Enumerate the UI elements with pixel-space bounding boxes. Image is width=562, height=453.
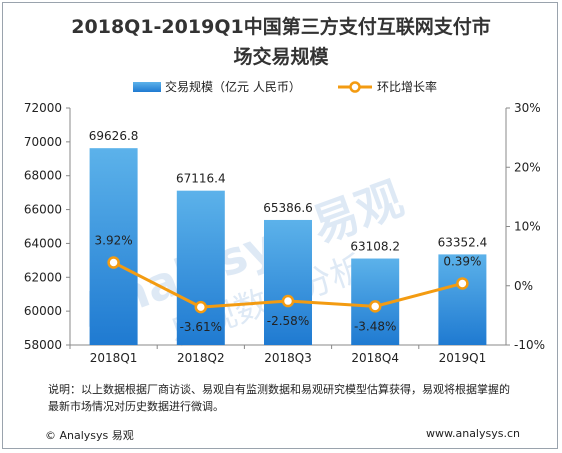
y-right-tick-label: 10% xyxy=(514,220,541,234)
bar-value-label: 65386.6 xyxy=(263,201,313,215)
category-labels: 2018Q1 2018Q2 2018Q3 2018Q4 2019Q1 xyxy=(69,345,487,365)
bar-value-label: 63108.2 xyxy=(350,240,400,254)
chart-title-line-1: 2018Q1-2019Q1中国第三方支付互联网支付市 xyxy=(71,16,491,38)
chart-svg: Analysys 易观 易观数据分析 580006000062000640006… xyxy=(24,101,545,365)
legend-bar-label: 交易规模（亿元 人民币） xyxy=(165,80,301,94)
legend-bar-swatch xyxy=(133,82,161,92)
bar-value-label: 69626.8 xyxy=(89,129,139,143)
bar xyxy=(438,254,487,345)
growth-value-label: -3.61% xyxy=(180,320,222,334)
y-left-tick-label: 72000 xyxy=(24,101,62,115)
footer-website: www.analysys.cn xyxy=(426,427,520,440)
y-right-tick-label: 20% xyxy=(514,160,541,174)
y-right-tick-label: -10% xyxy=(514,338,545,352)
y-left-tick-label: 68000 xyxy=(24,169,62,183)
legend-line-swatch xyxy=(338,81,372,93)
growth-point xyxy=(368,300,382,313)
x-category-label: 2018Q1 xyxy=(90,351,138,365)
growth-value-label: 3.92% xyxy=(95,234,133,248)
bar xyxy=(176,190,225,345)
bar-value-label: 67116.4 xyxy=(176,172,226,186)
y-left-tick-label: 60000 xyxy=(24,304,62,318)
x-category-label: 2019Q1 xyxy=(439,351,487,365)
bar-value-label: 63352.4 xyxy=(438,235,488,249)
footer-copyright: © Analysys 易观 xyxy=(45,429,134,442)
y-left-tick-label: 62000 xyxy=(24,270,62,284)
legend: 交易规模（亿元 人民币） 环比增长率 xyxy=(0,78,562,98)
growth-point xyxy=(456,277,469,290)
y-left-tick-label: 70000 xyxy=(24,135,62,149)
growth-value-label: -2.58% xyxy=(267,314,309,328)
note-text: 说明：以上数据根据厂商访谈、易观自有监测数据和易观研究模型估算获得，易观将根据掌… xyxy=(48,383,510,413)
x-category-label: 2018Q4 xyxy=(351,351,399,365)
bar xyxy=(89,148,138,345)
bar xyxy=(264,219,312,345)
chart-frame xyxy=(2,2,558,449)
chart-title-line-2: 场交易规模 xyxy=(233,46,329,68)
growth-point xyxy=(281,294,295,308)
y-right-tick-label: 30% xyxy=(514,101,541,115)
legend-line-label: 环比增长率 xyxy=(377,80,438,94)
growth-value-label: 0.39% xyxy=(443,254,481,268)
y-left-tick-label: 66000 xyxy=(24,203,62,217)
axes: 58000 60000 62000 64000 66000 68000 70000 72000… xyxy=(24,101,545,352)
growth-point xyxy=(194,300,208,314)
y-left-tick-label: 58000 xyxy=(24,338,62,352)
growth-value-label: -3.48% xyxy=(354,319,396,333)
y-right-tick-label: 0% xyxy=(514,279,533,293)
growth-line: 3.92% -3.61% -2.58% -3.48% 0.39% xyxy=(95,234,482,335)
growth-point xyxy=(107,256,120,269)
x-category-label: 2018Q3 xyxy=(264,351,312,365)
x-category-label: 2018Q2 xyxy=(177,351,225,365)
y-left-tick-label: 64000 xyxy=(24,236,62,250)
